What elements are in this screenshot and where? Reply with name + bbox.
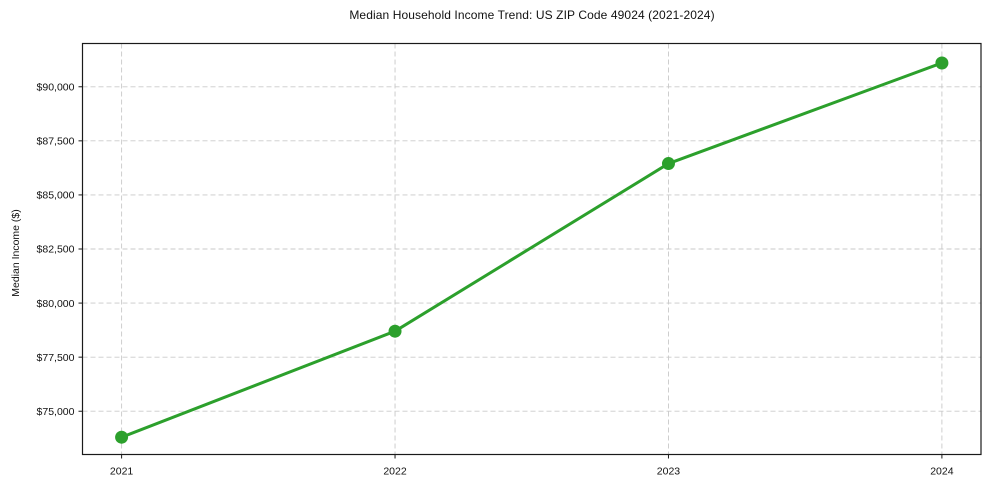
data-point: [661, 157, 675, 171]
y-tick-label: $87,500: [37, 136, 75, 148]
y-tick-label: $85,000: [37, 190, 75, 202]
trend-line: [120, 61, 944, 439]
y-tick-label: $82,500: [37, 244, 75, 256]
y-tick-label: $77,500: [37, 352, 75, 364]
x-tick-label: 2021: [110, 466, 134, 478]
y-tick-label: $90,000: [37, 81, 75, 93]
x-tick-label: 2023: [657, 466, 681, 478]
data-point: [935, 56, 949, 70]
y-tick-label: $80,000: [37, 298, 75, 310]
x-tick-label: 2022: [383, 466, 407, 478]
data-point: [388, 324, 402, 338]
x-tick-label: 2024: [930, 466, 954, 478]
chart-title: Median Household Income Trend: US ZIP Co…: [349, 8, 715, 22]
data-point: [115, 430, 129, 444]
y-tick-label: $75,000: [37, 406, 75, 418]
